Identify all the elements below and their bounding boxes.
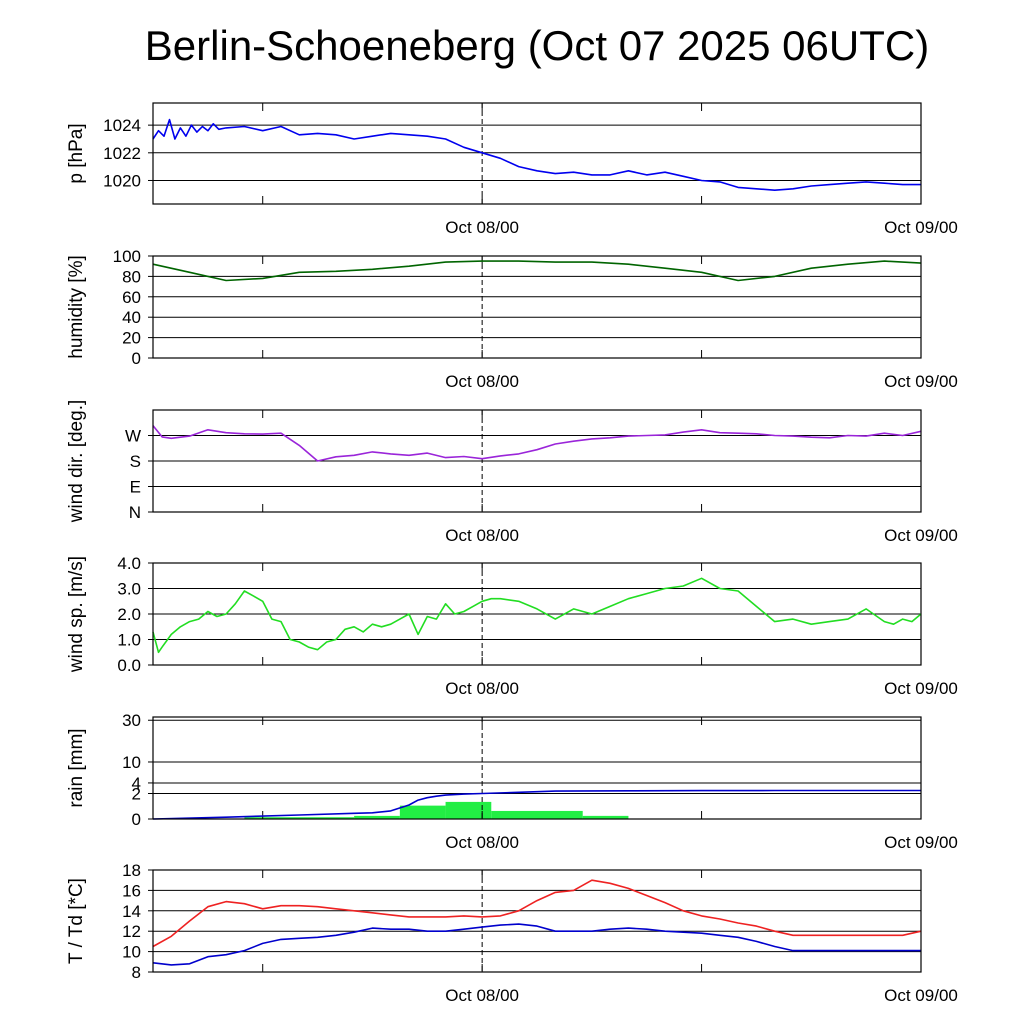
y-tick-label: 12 bbox=[122, 922, 141, 941]
y-tick-label: 20 bbox=[122, 329, 141, 348]
y-tick-label: 1024 bbox=[103, 116, 141, 135]
y-tick-label: 3.0 bbox=[117, 580, 141, 599]
plot-frame bbox=[152, 562, 922, 666]
plot-frame bbox=[152, 102, 922, 205]
y-tick-label: 10 bbox=[122, 753, 141, 772]
y-tick-label: 16 bbox=[122, 881, 141, 900]
x-tick-label: Oct 08/00 bbox=[445, 679, 519, 698]
series-line bbox=[152, 425, 922, 462]
series-line bbox=[152, 577, 922, 654]
plot-frame bbox=[152, 255, 922, 359]
y-tick-label: 1.0 bbox=[117, 631, 141, 650]
x-tick-label: Oct 09/00 bbox=[884, 526, 958, 545]
plot-frame bbox=[152, 869, 922, 973]
y-tick-label: 4.0 bbox=[117, 554, 141, 573]
series-line bbox=[152, 789, 921, 820]
y-tick-label: 0 bbox=[132, 349, 141, 368]
y-tick-label: 2.0 bbox=[117, 605, 141, 624]
y-tick-label: 10 bbox=[122, 943, 141, 962]
y-tick-label: 14 bbox=[122, 902, 141, 921]
y-tick-label: 60 bbox=[122, 288, 141, 307]
rain-bar bbox=[491, 810, 537, 819]
y-tick-label: N bbox=[129, 503, 141, 522]
y-tick-label: E bbox=[130, 478, 141, 497]
y-axis-label: rain [mm] bbox=[66, 728, 87, 807]
y-tick-label: 1020 bbox=[103, 171, 141, 190]
y-tick-label: 18 bbox=[122, 861, 141, 880]
rain-bar bbox=[582, 815, 629, 819]
y-axis-label: p [hPa] bbox=[66, 123, 87, 183]
rain-bar bbox=[354, 815, 400, 819]
rain-bar bbox=[399, 805, 446, 819]
y-tick-label: 40 bbox=[122, 308, 141, 327]
x-tick-label: Oct 08/00 bbox=[445, 372, 519, 391]
x-tick-label: Oct 09/00 bbox=[884, 833, 958, 852]
y-tick-label: W bbox=[125, 427, 141, 446]
x-tick-label: Oct 08/00 bbox=[445, 526, 519, 545]
x-tick-label: Oct 08/00 bbox=[445, 833, 519, 852]
y-axis-label: wind dir. [deg.] bbox=[66, 400, 87, 524]
y-tick-label: 4 bbox=[132, 774, 141, 793]
series-line bbox=[152, 879, 922, 948]
x-tick-label: Oct 09/00 bbox=[884, 372, 958, 391]
plot-frame bbox=[152, 716, 922, 820]
y-tick-label: 1022 bbox=[103, 144, 141, 163]
y-tick-label: 0.0 bbox=[117, 656, 141, 675]
rain-bar bbox=[244, 817, 355, 819]
y-tick-label: 2 bbox=[132, 785, 141, 804]
plot-frame bbox=[152, 409, 922, 513]
series-line bbox=[152, 260, 922, 282]
y-axis-label: T / Td [*C] bbox=[66, 878, 87, 964]
y-tick-label: 8 bbox=[132, 963, 141, 982]
series-line bbox=[152, 118, 921, 191]
x-tick-label: Oct 09/00 bbox=[884, 986, 958, 1005]
x-tick-label: Oct 09/00 bbox=[884, 679, 958, 698]
rain-bar bbox=[537, 810, 583, 819]
chart-title: Berlin-Schoeneberg (Oct 07 2025 06UTC) bbox=[144, 22, 930, 69]
y-tick-label: S bbox=[130, 452, 141, 471]
y-axis-label: wind sp. [m/s] bbox=[66, 556, 87, 673]
rain-bar bbox=[445, 801, 492, 819]
y-tick-label: 0 bbox=[132, 810, 141, 829]
series-line bbox=[152, 923, 921, 966]
x-tick-label: Oct 08/00 bbox=[445, 986, 519, 1005]
y-tick-label: 80 bbox=[122, 267, 141, 286]
panel-rain: 0 24 10 30 rain [mm] Oct 08/00 Oct 09/00 bbox=[66, 711, 958, 852]
y-axis-label: humidity [%] bbox=[66, 255, 87, 358]
x-tick-label: Oct 08/00 bbox=[445, 218, 519, 237]
y-tick-label: 30 bbox=[122, 711, 141, 730]
x-tick-label: Oct 09/00 bbox=[884, 218, 958, 237]
panel-pressure: 1020 1022 1024 p [hPa] Oct 08/00 Oct 09/00 bbox=[66, 102, 958, 237]
y-tick-label: 100 bbox=[113, 247, 141, 266]
panel-wind_speed: 0.0 1.0 2.0 3.0 4.0 wind sp. [m/s] Oct 08/00 Oc… bbox=[66, 554, 958, 698]
